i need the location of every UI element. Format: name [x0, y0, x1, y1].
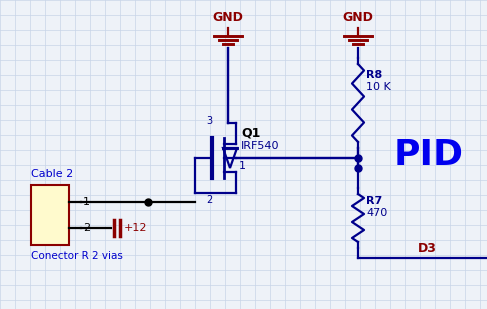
Text: R8: R8: [366, 70, 382, 80]
Text: IRF540: IRF540: [241, 141, 280, 151]
Text: 2: 2: [83, 223, 90, 233]
Text: +12: +12: [124, 223, 148, 233]
Text: PID: PID: [393, 138, 464, 171]
Text: D3: D3: [418, 242, 437, 255]
Text: 10 K: 10 K: [366, 82, 391, 92]
Text: Cable 2: Cable 2: [31, 169, 73, 179]
Text: GND: GND: [212, 11, 244, 24]
Bar: [31, 185, 69, 245]
Text: 470: 470: [366, 208, 387, 218]
Text: Conector R 2 vias: Conector R 2 vias: [31, 251, 123, 261]
Text: 1: 1: [83, 197, 90, 207]
Text: 1: 1: [239, 161, 246, 171]
Text: Q1: Q1: [241, 126, 261, 139]
Text: GND: GND: [342, 11, 374, 24]
Text: 3: 3: [206, 116, 212, 126]
Text: 2: 2: [206, 195, 212, 205]
Text: R7: R7: [366, 196, 382, 206]
